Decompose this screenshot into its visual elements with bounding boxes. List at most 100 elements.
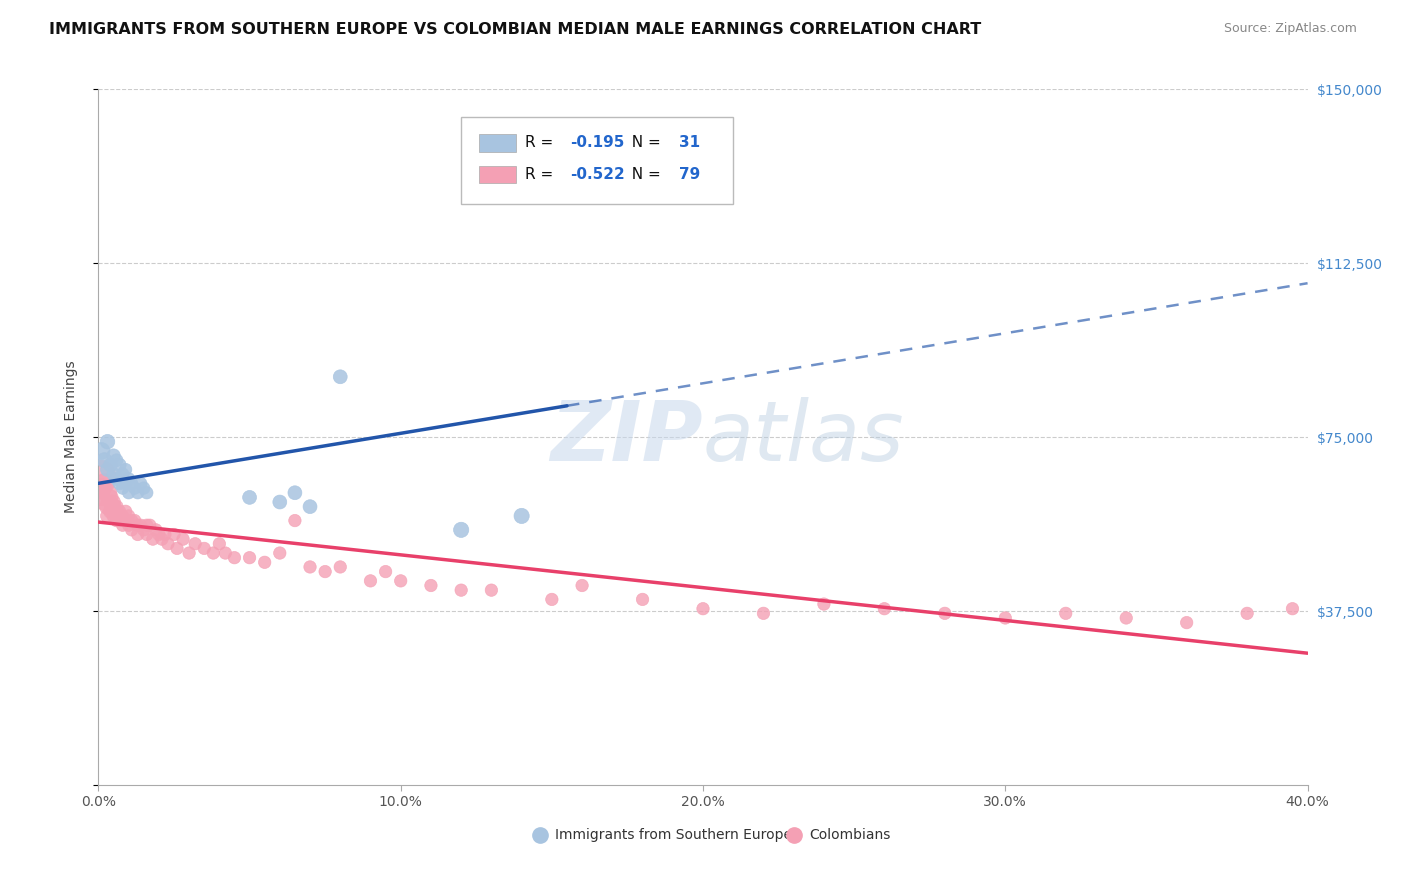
Point (114, 476, 136, 491)
Point (111, 481, 134, 495)
Point (214, 546, 236, 560)
Point (124, 514, 146, 528)
Point (1281, 601, 1303, 615)
Point (93, 453, 115, 467)
Point (96, 500, 118, 514)
Point (105, 453, 128, 467)
Point (96, 434, 118, 449)
Point (510, 508, 533, 523)
Point (108, 458, 131, 472)
Point (100, 504, 122, 518)
Point (314, 565, 336, 579)
Point (103, 500, 125, 514)
Point (129, 476, 152, 491)
Point (100, 491, 122, 505)
Point (139, 518, 162, 533)
Point (129, 518, 152, 533)
Point (179, 546, 201, 560)
Point (284, 514, 307, 528)
Point (299, 500, 322, 514)
Point (873, 601, 896, 615)
Text: Colombians: Colombians (810, 828, 891, 842)
Point (163, 527, 186, 541)
Point (124, 481, 146, 495)
Text: R =: R = (526, 167, 558, 182)
Point (571, 578, 593, 592)
Point (420, 578, 443, 592)
Text: atlas: atlas (703, 397, 904, 477)
Point (1054, 607, 1077, 621)
Text: -0.522: -0.522 (569, 167, 624, 182)
Point (118, 508, 141, 523)
Point (121, 476, 143, 491)
Point (253, 555, 276, 569)
Point (269, 495, 291, 509)
Point (108, 514, 131, 528)
Bar (479, 135, 516, 152)
Point (1236, 607, 1258, 621)
Point (142, 532, 165, 546)
Point (299, 560, 322, 574)
Point (1175, 615, 1198, 630)
Point (148, 527, 170, 541)
Point (239, 550, 262, 565)
Point (692, 601, 714, 615)
Point (111, 467, 134, 482)
Point (121, 514, 143, 528)
Point (184, 537, 207, 551)
Point (108, 508, 131, 523)
Point (90, 467, 112, 482)
Point (156, 537, 179, 551)
Point (752, 607, 775, 621)
Point (96, 508, 118, 523)
Point (90, 444, 112, 458)
Point (96, 462, 118, 476)
Point (540, 175, 562, 189)
Text: N =: N = (621, 136, 665, 150)
Point (111, 508, 134, 523)
Point (193, 541, 215, 556)
Point (329, 369, 352, 384)
Point (118, 518, 141, 533)
Point (93, 495, 115, 509)
Point (284, 485, 307, 500)
Point (172, 532, 194, 546)
Point (329, 560, 352, 574)
Point (111, 518, 134, 533)
Text: N =: N = (621, 167, 665, 182)
Point (1115, 611, 1137, 625)
Point (389, 574, 412, 588)
Text: ZIP: ZIP (550, 397, 703, 477)
Point (269, 546, 291, 560)
Point (224, 550, 246, 565)
Point (100, 495, 122, 509)
Point (150, 532, 173, 546)
Point (153, 527, 176, 541)
Bar (479, 166, 516, 183)
Point (127, 485, 149, 500)
Point (118, 472, 141, 486)
Text: 31: 31 (679, 136, 700, 150)
Text: Immigrants from Southern Europe: Immigrants from Southern Europe (555, 828, 793, 842)
Point (132, 523, 155, 537)
Point (135, 485, 157, 500)
Point (934, 607, 956, 621)
Point (166, 541, 188, 556)
Point (108, 504, 131, 518)
Point (481, 583, 503, 598)
Point (145, 523, 167, 537)
Point (105, 472, 128, 486)
Text: -0.195: -0.195 (569, 136, 624, 150)
Point (374, 565, 396, 579)
Point (105, 514, 128, 528)
Text: Source: ZipAtlas.com: Source: ZipAtlas.com (1223, 22, 1357, 36)
Point (127, 518, 149, 533)
Point (100, 458, 122, 472)
Point (103, 449, 125, 463)
Point (114, 504, 136, 518)
Point (360, 574, 382, 588)
Text: IMMIGRANTS FROM SOUTHERN EUROPE VS COLOMBIAN MEDIAN MALE EARNINGS CORRELATION CH: IMMIGRANTS FROM SOUTHERN EUROPE VS COLOM… (49, 22, 981, 37)
Point (239, 491, 262, 505)
Point (450, 583, 472, 598)
Point (105, 500, 128, 514)
